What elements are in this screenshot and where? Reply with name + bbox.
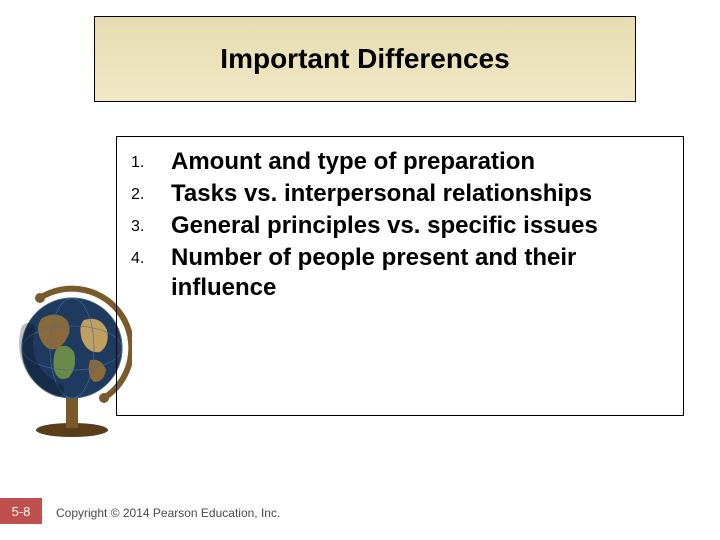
copyright-text: Copyright © 2014 Pearson Education, Inc. xyxy=(56,506,280,520)
list-item: Number of people present and their influ… xyxy=(165,243,675,303)
globe-icon xyxy=(12,270,132,440)
title-box: Important Differences xyxy=(94,16,636,102)
slide: Important Differences Amount and type of… xyxy=(0,0,720,540)
list-item: General principles vs. specific issues xyxy=(165,211,675,241)
list-item: Tasks vs. interpersonal relationships xyxy=(165,179,675,209)
points-list: Amount and type of preparation Tasks vs.… xyxy=(125,147,675,303)
page-number: 5-8 xyxy=(12,504,31,519)
list-item: Amount and type of preparation xyxy=(165,147,675,177)
page-number-box: 5-8 xyxy=(0,498,42,524)
content-box: Amount and type of preparation Tasks vs.… xyxy=(116,136,684,416)
slide-title: Important Differences xyxy=(220,43,509,75)
